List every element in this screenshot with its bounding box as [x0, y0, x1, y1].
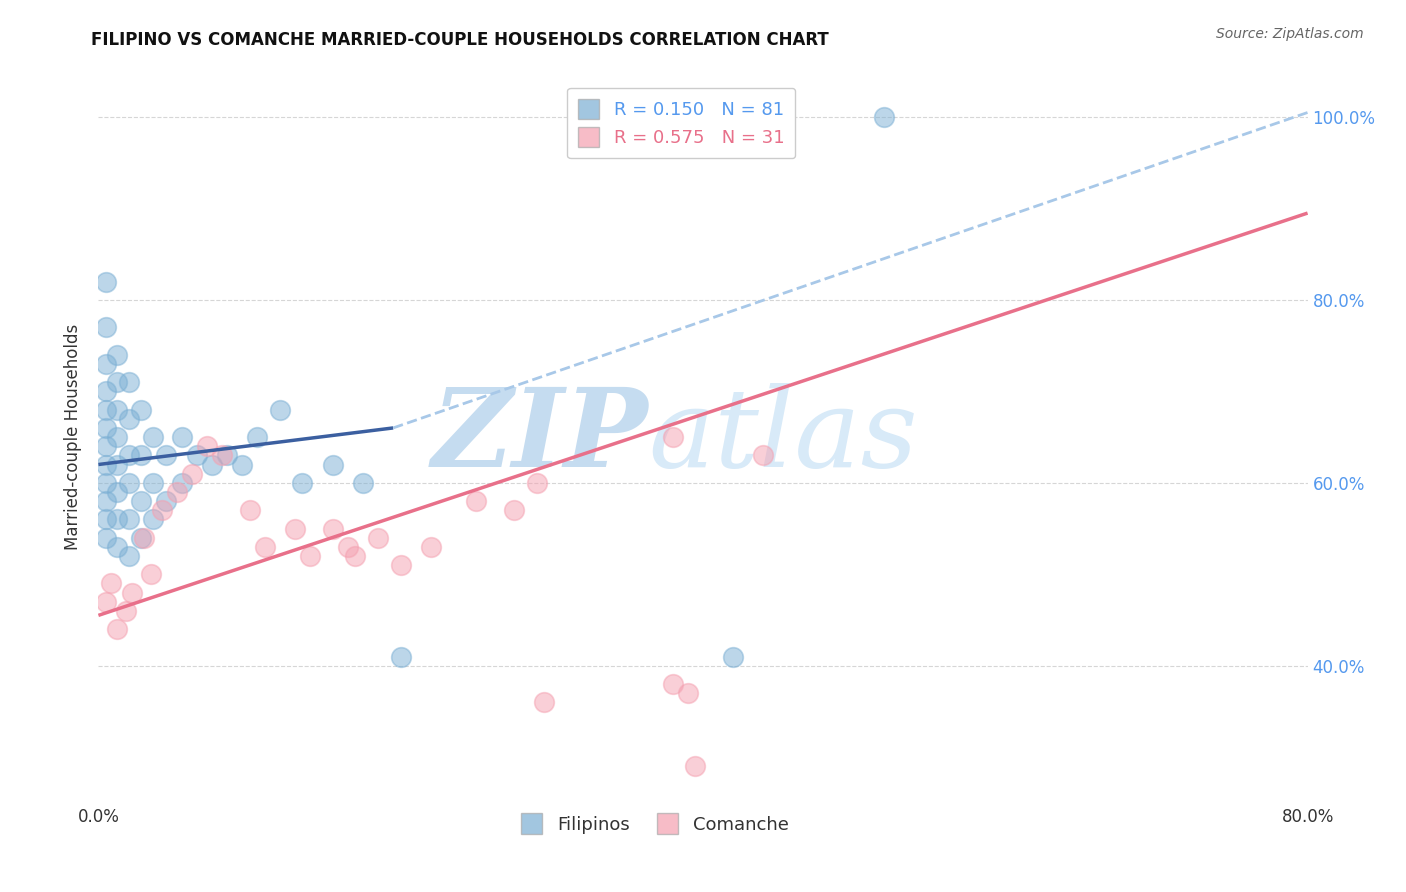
Point — [231, 458, 253, 472]
Point — [269, 402, 291, 417]
Point — [661, 677, 683, 691]
Point — [94, 531, 117, 545]
Point — [503, 503, 526, 517]
Point — [129, 494, 152, 508]
Point — [685, 759, 707, 773]
Point — [181, 467, 204, 481]
Point — [873, 110, 896, 124]
Point — [344, 549, 367, 563]
Point — [94, 512, 117, 526]
Y-axis label: Married-couple Households: Married-couple Households — [65, 324, 83, 550]
Point — [155, 494, 177, 508]
Point — [94, 595, 117, 609]
Text: FILIPINO VS COMANCHE MARRIED-COUPLE HOUSEHOLDS CORRELATION CHART: FILIPINO VS COMANCHE MARRIED-COUPLE HOUS… — [91, 31, 830, 49]
Text: ZIP: ZIP — [432, 384, 648, 491]
Point — [105, 348, 128, 362]
Point — [118, 449, 141, 463]
Point — [94, 494, 117, 508]
Point — [253, 540, 276, 554]
Point — [105, 512, 128, 526]
Point — [150, 503, 173, 517]
Point — [129, 531, 152, 545]
Point — [142, 512, 165, 526]
Point — [186, 449, 208, 463]
Point — [201, 458, 224, 472]
Point — [129, 449, 152, 463]
Point — [246, 430, 269, 444]
Point — [284, 521, 307, 535]
Point — [94, 439, 117, 453]
Point — [118, 475, 141, 490]
Point — [94, 402, 117, 417]
Point — [465, 494, 488, 508]
Point — [291, 475, 314, 490]
Point — [141, 567, 163, 582]
Point — [752, 449, 775, 463]
Point — [367, 531, 389, 545]
Point — [211, 449, 233, 463]
Point — [215, 449, 238, 463]
Legend: Filipinos, Comanche: Filipinos, Comanche — [510, 803, 800, 845]
Point — [155, 449, 177, 463]
Text: Source: ZipAtlas.com: Source: ZipAtlas.com — [1216, 27, 1364, 41]
Point — [94, 384, 117, 399]
Point — [132, 531, 155, 545]
Point — [114, 604, 136, 618]
Point — [105, 622, 128, 636]
Point — [118, 549, 141, 563]
Point — [105, 376, 128, 390]
Point — [118, 411, 141, 425]
Point — [94, 458, 117, 472]
Point — [170, 430, 193, 444]
Point — [118, 376, 141, 390]
Point — [239, 503, 262, 517]
Point — [676, 686, 699, 700]
Point — [118, 512, 141, 526]
Point — [170, 475, 193, 490]
Point — [121, 585, 143, 599]
Point — [105, 430, 128, 444]
Point — [389, 649, 412, 664]
Point — [142, 430, 165, 444]
Point — [94, 320, 117, 334]
Text: atlas: atlas — [648, 384, 918, 491]
Point — [389, 558, 412, 573]
Point — [105, 540, 128, 554]
Point — [336, 540, 359, 554]
Point — [420, 540, 443, 554]
Point — [299, 549, 322, 563]
Point — [322, 521, 344, 535]
Point — [526, 475, 548, 490]
Point — [352, 475, 374, 490]
Point — [94, 421, 117, 435]
Point — [723, 649, 745, 664]
Point — [100, 576, 122, 591]
Point — [195, 439, 218, 453]
Point — [322, 458, 344, 472]
Point — [129, 402, 152, 417]
Point — [94, 475, 117, 490]
Point — [94, 275, 117, 289]
Point — [166, 485, 188, 500]
Point — [105, 402, 128, 417]
Point — [533, 695, 555, 709]
Point — [94, 357, 117, 371]
Point — [142, 475, 165, 490]
Point — [105, 458, 128, 472]
Point — [105, 485, 128, 500]
Point — [661, 430, 683, 444]
